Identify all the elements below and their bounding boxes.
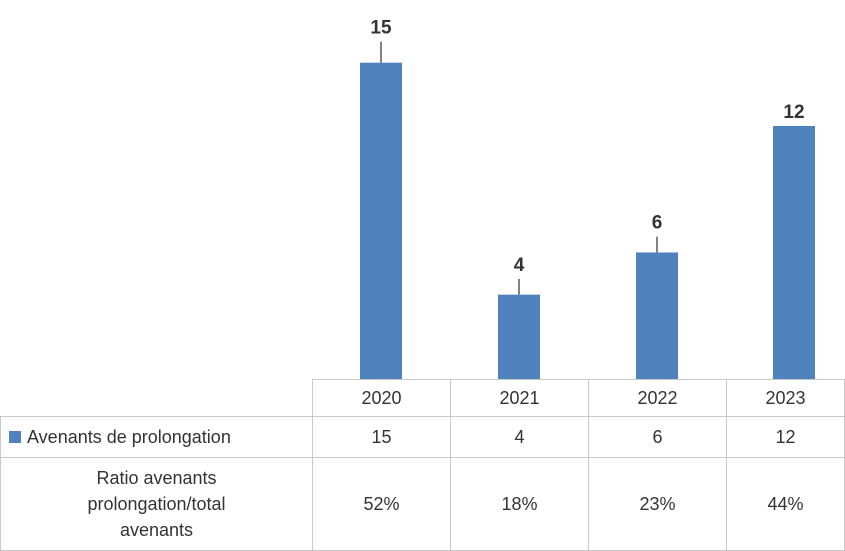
ratio-label-cell: Ratio avenants prolongation/total avenan… <box>0 457 313 551</box>
bar-2023 <box>773 125 815 379</box>
series-value-2020: 15 <box>312 416 451 458</box>
bar-2022 <box>636 252 678 379</box>
error-bars-layer <box>380 41 658 295</box>
ratio-value-2021: 18% <box>450 457 589 551</box>
series-legend-cell: Avenants de prolongation <box>0 416 313 458</box>
ratio-row: Ratio avenants prolongation/total avenan… <box>0 457 845 551</box>
empty-corner-cell <box>0 379 313 417</box>
category-cell-2023: 2023 <box>726 379 845 417</box>
ratio-label-line: avenants <box>119 520 194 540</box>
category-cell-2021: 2021 <box>450 379 589 417</box>
category-cell-2022: 2022 <box>588 379 727 417</box>
bars-layer <box>360 62 815 379</box>
series-value-2023: 12 <box>726 416 845 458</box>
series-row: Avenants de prolongation 15 4 6 12 <box>0 416 845 458</box>
data-table: 2020 2021 2022 2023 Avenants de prolonga… <box>0 379 845 551</box>
bar-2020 <box>360 62 402 379</box>
data-label-2021: 4 <box>514 255 525 276</box>
ratio-label-line: prolongation/total <box>87 494 226 514</box>
data-label-2022: 6 <box>652 213 663 234</box>
legend-swatch-icon <box>9 430 21 443</box>
category-cell-2020: 2020 <box>312 379 451 417</box>
bar-2021 <box>498 294 540 379</box>
ratio-value-2022: 23% <box>588 457 727 551</box>
data-label-2020: 15 <box>370 18 392 39</box>
ratio-label-line: Ratio avenants <box>96 468 217 488</box>
series-value-2022: 6 <box>588 416 727 458</box>
ratio-value-2023: 44% <box>726 457 845 551</box>
series-value-2021: 4 <box>450 416 589 458</box>
data-labels-layer: 15 4 6 12 <box>370 18 804 276</box>
category-row: 2020 2021 2022 2023 <box>0 379 845 417</box>
data-label-2023: 12 <box>783 102 804 123</box>
ratio-value-2020: 52% <box>312 457 451 551</box>
series-label: Avenants de prolongation <box>27 426 231 447</box>
bar-chart: 15 4 6 12 <box>360 18 815 379</box>
